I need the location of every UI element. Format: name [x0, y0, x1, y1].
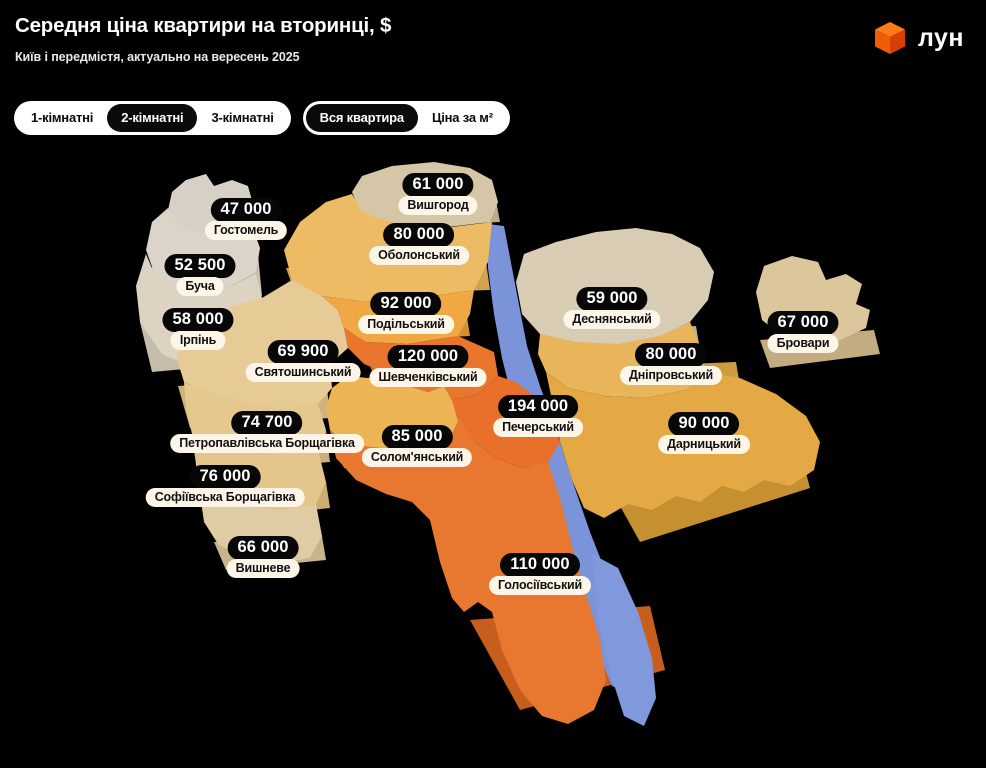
region-name: Гостомель [204, 221, 288, 240]
region-name: Ірпінь [170, 331, 226, 350]
map-label-vyshneve[interactable]: 66 000 Вишневе [226, 536, 300, 578]
map-label-podilskyi[interactable]: 92 000 Подільський [358, 292, 454, 334]
page-title: Середня ціна квартири на вторинці, $ [15, 14, 392, 37]
filters: 1-кімнатні 2-кімнатні 3-кімнатні Вся ква… [14, 101, 510, 135]
map-label-dniprovskyi[interactable]: 80 000 Дніпровський [620, 343, 722, 385]
room-count-segmented-control[interactable]: 1-кімнатні 2-кімнатні 3-кімнатні [14, 101, 291, 135]
price-value: 52 500 [164, 254, 236, 278]
tab-price-total[interactable]: Вся квартира [305, 104, 418, 132]
region-name: Софіївська Борщагівка [145, 488, 305, 507]
region-name: Святошинський [245, 363, 361, 382]
map-labels: 47 000 Гостомель 52 500 Буча 58 000 Ірпі… [0, 150, 986, 768]
map-label-darnytskyi[interactable]: 90 000 Дарницький [658, 412, 750, 454]
price-value: 194 000 [497, 395, 579, 419]
price-value: 47 000 [210, 198, 282, 222]
map-label-holosiivskyi[interactable]: 110 000 Голосіївський [488, 553, 592, 595]
price-value: 59 000 [576, 287, 648, 311]
region-name: Подільський [358, 315, 454, 334]
map-label-solomianskyi[interactable]: 85 000 Солом'янський [361, 425, 473, 467]
brand-logo[interactable]: лун [872, 20, 964, 56]
price-value: 80 000 [635, 343, 707, 367]
region-name: Петропавлівська Борщагівка [170, 434, 364, 453]
map-label-pecherskyi[interactable]: 194 000 Печерський [493, 395, 583, 437]
map-label-sviatoshynskyi[interactable]: 69 900 Святошинський [245, 340, 361, 382]
map-canvas [0, 150, 986, 768]
price-mode-segmented-control[interactable]: Вся квартира Ціна за м² [302, 101, 510, 135]
region-name: Дарницький [658, 435, 750, 454]
price-value: 61 000 [402, 173, 474, 197]
region-name: Бровари [767, 334, 839, 353]
region-name: Шевченківський [369, 368, 487, 387]
map-label-hostomel[interactable]: 47 000 Гостомель [204, 198, 288, 240]
price-value: 92 000 [370, 292, 442, 316]
region-name: Вишгород [398, 196, 478, 215]
region-name: Голосіївський [488, 576, 592, 595]
map-label-obolonskyi[interactable]: 80 000 Оболонський [369, 223, 469, 265]
map-label-brovary[interactable]: 67 000 Бровари [767, 311, 839, 353]
price-value: 69 900 [267, 340, 339, 364]
tab-rooms-2[interactable]: 2-кімнатні [107, 104, 198, 132]
region-name: Оболонський [369, 246, 469, 265]
price-value: 67 000 [767, 311, 839, 335]
price-value: 90 000 [668, 412, 740, 436]
price-value: 74 700 [231, 411, 303, 435]
map-label-shevchenkivskyi[interactable]: 120 000 Шевченківський [369, 345, 487, 387]
tab-rooms-1[interactable]: 1-кімнатні [17, 104, 107, 132]
price-value: 66 000 [227, 536, 299, 560]
map-label-desnianskyi[interactable]: 59 000 Деснянський [563, 287, 661, 329]
district-holosiivskyi[interactable] [330, 418, 606, 724]
kyiv-district-map[interactable] [0, 150, 986, 768]
price-value: 58 000 [162, 308, 234, 332]
tab-price-per-sqm[interactable]: Ціна за м² [418, 104, 507, 132]
map-label-irpin[interactable]: 58 000 Ірпінь [162, 308, 234, 350]
header: Середня ціна квартири на вторинці, $ Киї… [0, 0, 986, 150]
page-subtitle: Київ і передмістя, актуально на вересень… [15, 50, 300, 64]
region-name: Буча [176, 277, 224, 296]
region-name: Дніпровський [620, 366, 722, 385]
price-value: 110 000 [500, 553, 580, 577]
price-value: 85 000 [381, 425, 453, 449]
cube-icon [874, 22, 905, 54]
region-name: Деснянський [563, 310, 661, 329]
price-value: 120 000 [387, 345, 469, 369]
price-value: 76 000 [189, 465, 261, 489]
river-bay [592, 554, 656, 726]
map-label-sofiivska-borshchahivka[interactable]: 76 000 Софіївська Борщагівка [145, 465, 305, 507]
map-label-petropavlivska-borshchahivka[interactable]: 74 700 Петропавлівська Борщагівка [170, 411, 364, 453]
map-label-vyshhorod[interactable]: 61 000 Вишгород [398, 173, 478, 215]
region-name: Солом'янський [361, 448, 473, 467]
map-label-bucha[interactable]: 52 500 Буча [164, 254, 236, 296]
price-value: 80 000 [383, 223, 455, 247]
tab-rooms-3[interactable]: 3-кімнатні [197, 104, 287, 132]
region-name: Вишневе [226, 559, 300, 578]
brand-name: лун [917, 23, 964, 52]
region-name: Печерський [493, 418, 583, 437]
